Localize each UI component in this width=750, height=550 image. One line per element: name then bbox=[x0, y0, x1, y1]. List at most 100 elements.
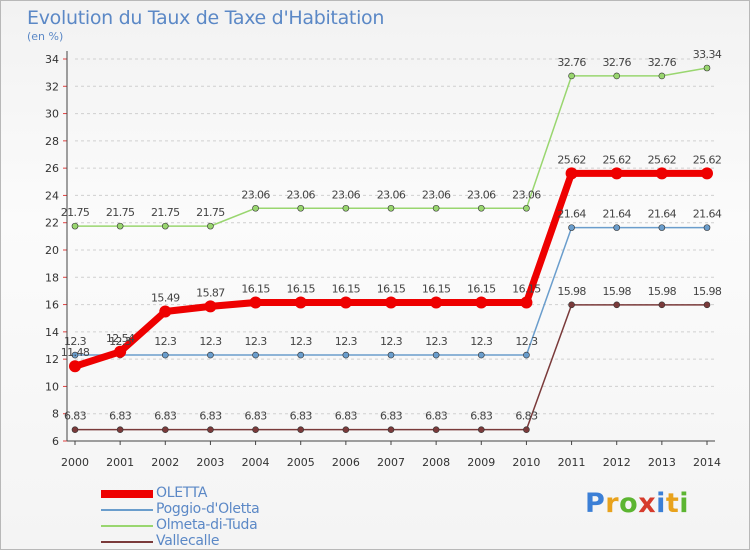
data-point bbox=[565, 167, 578, 180]
data-label: 12.3 bbox=[199, 335, 222, 348]
x-tick-label: 2003 bbox=[196, 456, 224, 469]
proxiti-logo: Proxiti bbox=[585, 488, 689, 519]
x-tick-label: 2008 bbox=[422, 456, 450, 469]
data-label: 12.3 bbox=[154, 335, 177, 348]
data-label: 23.06 bbox=[286, 188, 315, 201]
y-tick-label: 12 bbox=[45, 353, 59, 366]
data-label: 6.83 bbox=[470, 410, 493, 423]
data-label: 6.83 bbox=[245, 410, 268, 423]
data-point bbox=[161, 351, 169, 359]
data-point bbox=[613, 301, 621, 309]
data-label: 12.3 bbox=[109, 335, 132, 348]
data-label: 6.83 bbox=[109, 410, 132, 423]
data-label: 23.06 bbox=[377, 188, 406, 201]
data-label: 16.15 bbox=[467, 283, 496, 296]
y-tick-label: 28 bbox=[45, 135, 59, 148]
x-tick-label: 2013 bbox=[648, 456, 676, 469]
data-label: 21.64 bbox=[693, 208, 722, 221]
data-label: 23.06 bbox=[332, 188, 361, 201]
data-point bbox=[430, 296, 443, 309]
logo-letter: r bbox=[605, 488, 620, 519]
data-label: 15.98 bbox=[602, 285, 631, 298]
logo-letter: i bbox=[656, 488, 666, 519]
legend-swatch bbox=[101, 541, 153, 543]
logo-letter: i bbox=[679, 488, 690, 519]
data-point bbox=[161, 222, 169, 230]
data-label: 16.15 bbox=[241, 283, 270, 296]
data-label: 21.64 bbox=[557, 208, 586, 221]
data-point bbox=[385, 296, 397, 309]
x-tick-label: 2009 bbox=[467, 456, 495, 469]
x-tick-label: 2010 bbox=[512, 456, 540, 469]
data-point bbox=[252, 351, 259, 359]
data-label: 15.98 bbox=[557, 285, 586, 298]
data-point bbox=[114, 345, 127, 358]
data-point bbox=[297, 204, 305, 212]
x-tick-label: 2006 bbox=[332, 456, 360, 469]
data-point bbox=[613, 224, 621, 231]
data-label: 23.06 bbox=[422, 188, 451, 201]
data-label: 33.34 bbox=[693, 48, 722, 61]
data-label: 12.3 bbox=[245, 335, 268, 348]
data-point bbox=[701, 167, 713, 180]
data-point bbox=[387, 204, 395, 212]
data-point bbox=[342, 426, 350, 433]
data-label: 6.83 bbox=[515, 410, 538, 423]
data-label: 16.15 bbox=[286, 283, 315, 296]
data-label: 21.75 bbox=[151, 206, 180, 219]
data-point bbox=[477, 204, 485, 212]
data-label: 12.3 bbox=[470, 335, 493, 348]
data-point bbox=[297, 426, 305, 433]
data-label: 6.83 bbox=[64, 410, 87, 423]
data-point bbox=[207, 426, 214, 433]
data-point bbox=[252, 426, 259, 433]
data-point bbox=[71, 222, 79, 230]
data-point bbox=[161, 426, 169, 433]
data-label: 12.3 bbox=[335, 335, 358, 348]
data-point bbox=[523, 426, 530, 433]
data-point bbox=[432, 351, 440, 359]
legend-swatch bbox=[101, 490, 153, 498]
x-tick-label: 2004 bbox=[242, 456, 270, 469]
data-label: 16.15 bbox=[332, 283, 361, 296]
y-tick-label: 32 bbox=[45, 80, 59, 93]
y-tick-label: 18 bbox=[45, 271, 59, 284]
data-label: 6.83 bbox=[154, 410, 177, 423]
y-tick-label: 6 bbox=[52, 435, 59, 448]
data-point bbox=[658, 224, 666, 231]
data-label: 21.64 bbox=[648, 208, 677, 221]
data-label: 15.98 bbox=[693, 285, 722, 298]
data-label: 15.98 bbox=[648, 285, 677, 298]
y-tick-label: 8 bbox=[52, 408, 59, 421]
data-label: 16.15 bbox=[512, 283, 541, 296]
data-point bbox=[658, 301, 666, 309]
data-label: 12.3 bbox=[425, 335, 448, 348]
data-point bbox=[204, 300, 217, 313]
grid-lines bbox=[75, 58, 715, 415]
data-point bbox=[475, 296, 488, 309]
data-label: 15.87 bbox=[196, 286, 225, 299]
data-point bbox=[610, 167, 623, 180]
data-point bbox=[297, 351, 305, 359]
data-label: 25.62 bbox=[557, 153, 586, 166]
data-point bbox=[339, 296, 352, 309]
chart-title: Evolution du Taux de Taxe d'Habitation bbox=[27, 7, 385, 29]
data-point bbox=[520, 296, 533, 309]
y-tick-label: 30 bbox=[45, 108, 59, 121]
data-point bbox=[342, 204, 350, 212]
data-label: 21.75 bbox=[106, 206, 135, 219]
y-tick-label: 24 bbox=[45, 189, 59, 202]
data-point bbox=[342, 351, 350, 359]
x-tick-label: 2007 bbox=[377, 456, 405, 469]
data-point bbox=[159, 305, 172, 318]
legend-swatch bbox=[101, 509, 153, 511]
data-label: 25.62 bbox=[693, 153, 722, 166]
y-tick-label: 22 bbox=[45, 217, 59, 230]
legend-label: Poggio-d'Oletta bbox=[156, 501, 260, 517]
data-point bbox=[477, 426, 485, 433]
data-label: 23.06 bbox=[512, 188, 541, 201]
x-tick-label: 2002 bbox=[151, 456, 179, 469]
data-label: 12.54 bbox=[106, 332, 135, 345]
data-label: 15.49 bbox=[151, 292, 180, 305]
data-point bbox=[523, 204, 530, 212]
